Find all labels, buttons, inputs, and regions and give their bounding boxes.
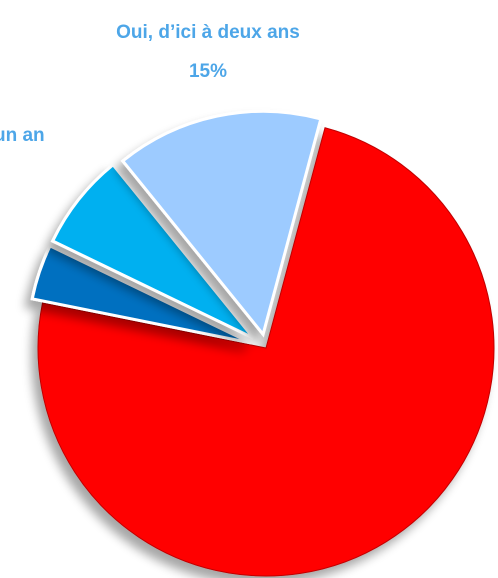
pie-slice-3 — [120, 109, 323, 338]
slice-label-oui-deux-ans: Oui, d’ici à deux ans — [116, 22, 300, 43]
slice-value-oui-deux-ans: 15% — [189, 61, 227, 82]
slice-label-un-an: …un an — [0, 125, 45, 146]
pie-slice-0 — [37, 127, 495, 577]
pie-slice-1 — [30, 243, 252, 345]
pie-slice-2 — [50, 162, 255, 340]
pie-slices — [30, 109, 495, 577]
pie-labels: Oui, d’ici à deux ans 15% …un an — [0, 22, 300, 146]
